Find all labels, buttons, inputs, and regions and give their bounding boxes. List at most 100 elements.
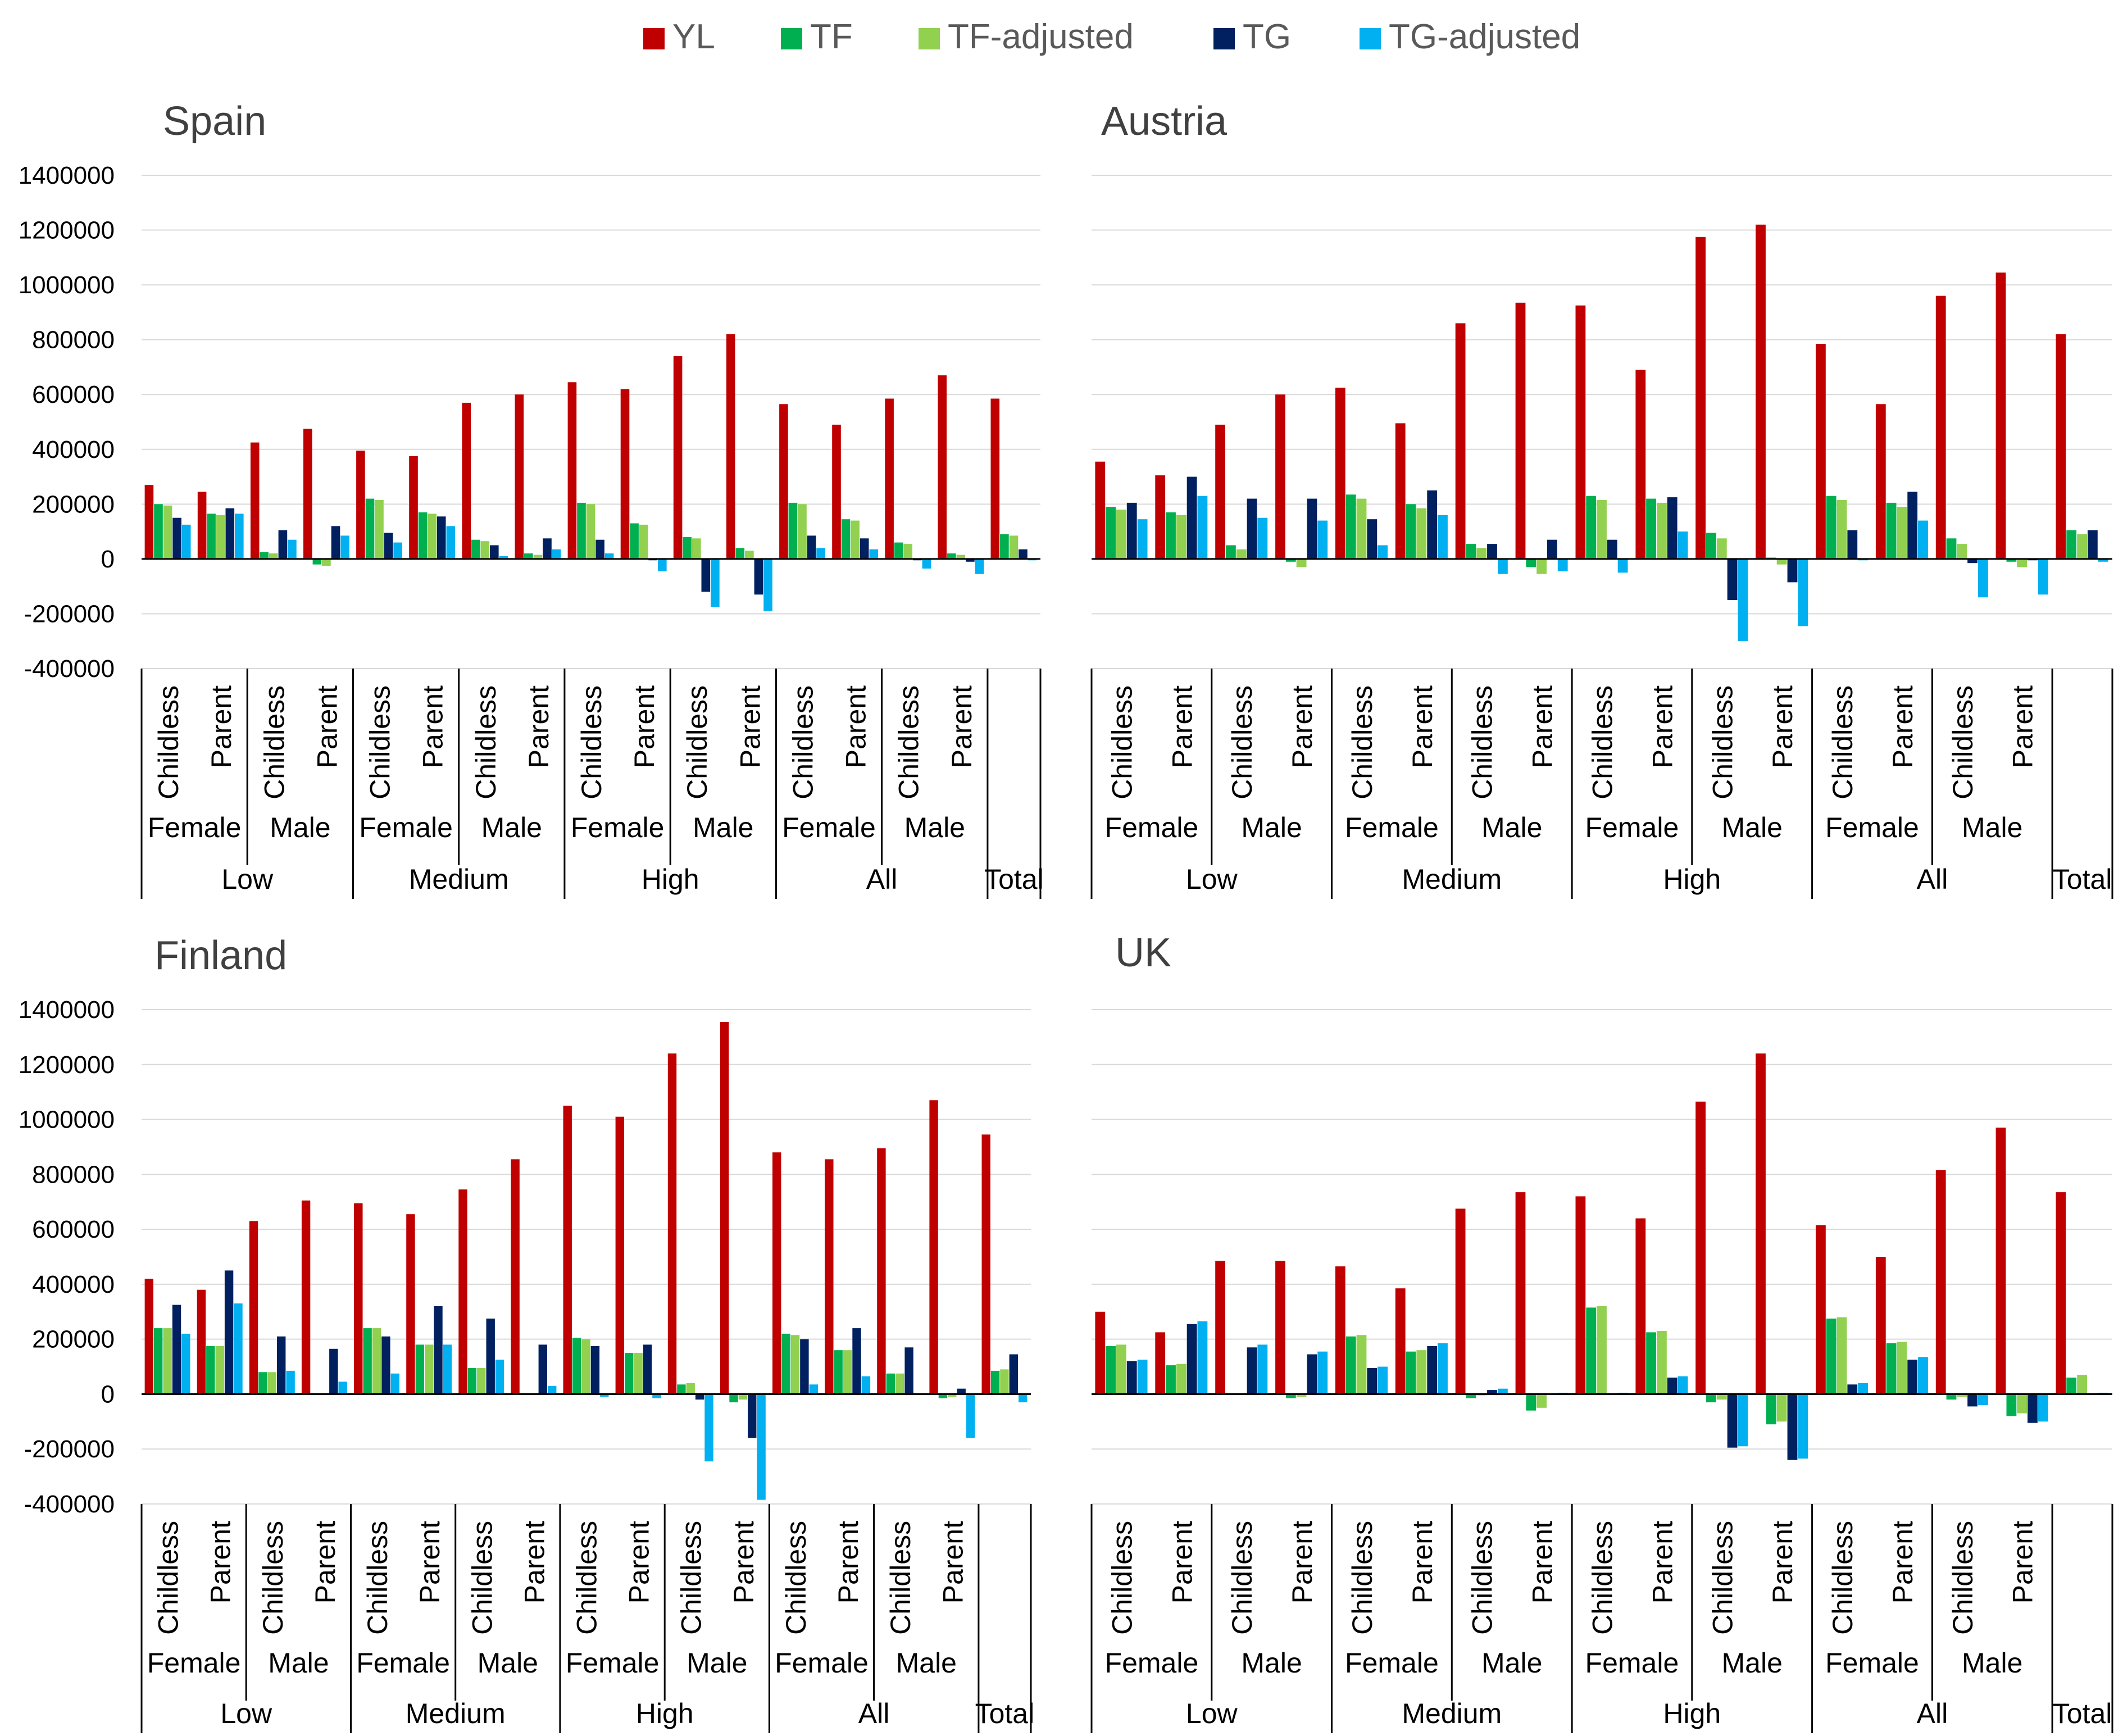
bar-tg-adjusted-5 [443, 1344, 452, 1394]
y-tick-label: -400000 [24, 1490, 115, 1518]
bar-tf-adjusted-3 [322, 558, 331, 566]
bar-tf-14 [1946, 538, 1957, 559]
bar-tf-12 [1826, 1319, 1836, 1394]
bar-tf-adjusted-1 [216, 515, 225, 559]
category-label-male: Male [1962, 1647, 2022, 1679]
bar-yl-16 [2056, 334, 2066, 559]
category-label-female: Female [1105, 1647, 1199, 1679]
category-label-low: Low [221, 864, 274, 895]
bar-tf-6 [471, 539, 480, 559]
category-label-childless: Childless [258, 685, 290, 799]
bar-tf-adjusted-10 [1716, 538, 1727, 559]
bar-tg-adjusted-1 [234, 1303, 243, 1394]
bar-tg-11 [748, 1394, 757, 1438]
category-label-female: Female [1585, 812, 1679, 843]
bar-tf-adjusted-10 [692, 538, 701, 559]
bar-tg-adjusted-7 [552, 549, 561, 559]
bar-tg-1 [1186, 476, 1197, 559]
bar-tg-12 [1847, 1384, 1858, 1394]
bar-tf-13 [1886, 1343, 1897, 1394]
bar-yl-1 [1155, 1332, 1166, 1394]
legend-swatch-tg-adjusted [1360, 28, 1381, 49]
bar-tg-adjusted-8 [604, 553, 614, 559]
bar-tf-7 [1526, 558, 1536, 567]
y-tick-label: 1000000 [19, 271, 115, 299]
bar-tg-13 [1907, 1360, 1918, 1394]
bar-yl-0 [144, 485, 154, 559]
category-label-female: Female [1345, 1647, 1439, 1679]
y-tick-label: 600000 [32, 381, 115, 408]
category-label-low: Low [220, 1698, 272, 1729]
bar-tf-adjusted-10 [1716, 1394, 1727, 1400]
bar-tf-16 [2066, 1378, 2077, 1394]
bar-yl-15 [929, 1100, 938, 1394]
bar-tf-adjusted-8 [586, 504, 595, 559]
category-label-female: Female [775, 1647, 869, 1679]
bar-tg-1 [225, 508, 235, 559]
bar-tf-8 [1586, 496, 1597, 559]
chart-panels: Spain 1400000 1200000 1000000 800000 600000 40… [19, 99, 2113, 1733]
bar-tg-7 [538, 1344, 547, 1394]
bar-tg-5 [434, 1306, 443, 1394]
bar-tg-adjusted-15 [2038, 558, 2048, 595]
bar-tg-adjusted-8 [600, 1394, 609, 1397]
category-label-high: High [1663, 864, 1721, 895]
bar-tg-14 [1967, 1394, 1977, 1407]
bar-tg-adjusted-13 [1918, 520, 1928, 559]
category-label-parent: Parent [946, 685, 978, 768]
category-label-parent: Parent [1286, 1521, 1318, 1603]
bar-tf-5 [1406, 504, 1416, 559]
bar-yl-14 [877, 1148, 886, 1394]
category-label-parent: Parent [1407, 685, 1438, 768]
y-tick-label: -400000 [24, 655, 115, 683]
bar-tg-16 [2088, 530, 2098, 559]
category-label-male: Male [693, 812, 753, 843]
bar-tf-adjusted-12 [790, 1335, 800, 1394]
bar-tf-adjusted-7 [533, 555, 543, 559]
bar-tf-adjusted-15 [2017, 558, 2027, 567]
bar-tf-13 [841, 519, 851, 559]
bar-tg-adjusted-12 [809, 1384, 818, 1394]
category-label-childless: Childless [788, 685, 819, 799]
category-label-medium: Medium [1402, 864, 1502, 895]
bar-tf-9 [1646, 498, 1656, 559]
bar-tg-adjusted-11 [763, 558, 772, 611]
bar-tf-adjusted-7 [1536, 1394, 1547, 1408]
category-label-childless: Childless [571, 1521, 603, 1635]
bar-tf-6 [1466, 1394, 1476, 1398]
bar-yl-15 [1995, 272, 2006, 559]
bar-tg-10 [1727, 558, 1738, 601]
bar-tg-adjusted-6 [1498, 558, 1508, 574]
bar-tg-adjusted-7 [1557, 558, 1568, 571]
bar-yl-4 [1335, 388, 1345, 559]
y-tick-label: 0 [101, 1380, 115, 1408]
bar-tf-adjusted-8 [1597, 1306, 1607, 1394]
category-label-parent: Parent [1887, 1521, 1919, 1603]
category-label-female: Female [1105, 812, 1199, 843]
bar-tg-5 [437, 516, 446, 559]
category-label-female: Female [571, 812, 665, 843]
category-label-childless: Childless [676, 1521, 707, 1635]
category-label-childless: Childless [1827, 685, 1858, 799]
bar-tf-4 [1345, 1336, 1356, 1394]
bar-tg-10 [1727, 1394, 1738, 1448]
bar-tg-adjusted-2 [288, 539, 297, 559]
bar-yl-0 [1095, 461, 1106, 559]
category-label-parent: Parent [414, 1521, 445, 1603]
panel-title: Austria [1101, 99, 1228, 144]
y-tick-label: 400000 [32, 1271, 115, 1298]
category-label-low: Low [1186, 864, 1238, 895]
bar-tg-adjusted-4 [1378, 545, 1388, 559]
category-label-childless: Childless [1106, 685, 1138, 799]
category-label-childless: Childless [470, 685, 502, 799]
category-label-parent: Parent [1887, 685, 1919, 768]
category-label-parent: Parent [523, 685, 554, 768]
bar-yl-0 [1095, 1311, 1106, 1394]
category-label-childless: Childless [365, 685, 396, 799]
bar-tf-adjusted-12 [798, 504, 807, 559]
bar-tg-7 [543, 538, 552, 559]
bar-tg-11 [1787, 558, 1798, 583]
bar-yl-6 [1455, 323, 1466, 559]
category-label-male: Male [1481, 812, 1542, 843]
